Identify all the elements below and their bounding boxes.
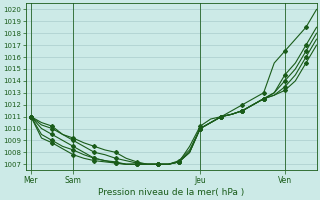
X-axis label: Pression niveau de la mer( hPa ): Pression niveau de la mer( hPa ) (98, 188, 244, 197)
